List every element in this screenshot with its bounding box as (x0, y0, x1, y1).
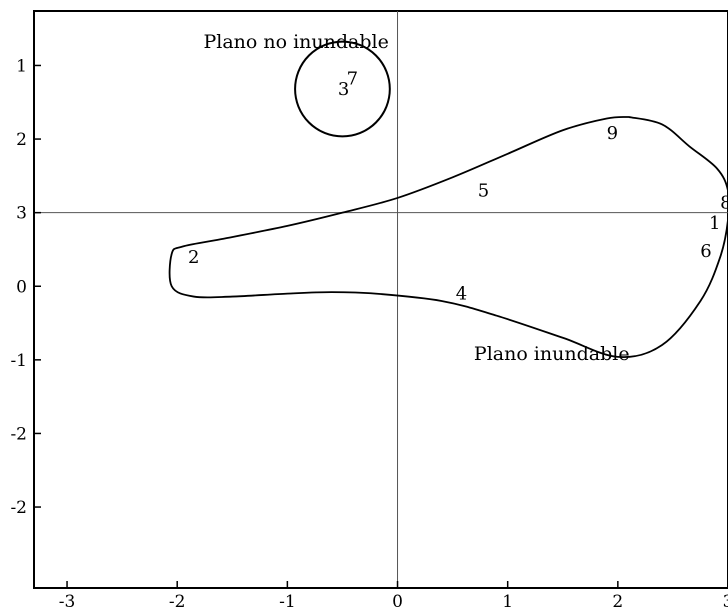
region-label: Plano inundable (474, 343, 630, 365)
point-label: 8 (720, 192, 728, 213)
point-labels: 73 9 5 81 6 2 4 (188, 69, 728, 305)
x-tick-label: -1 (279, 592, 296, 610)
region-outlines (168, 40, 728, 359)
point-label: 4 (456, 284, 467, 305)
point-label: 6 (700, 241, 711, 262)
y-tick-label: -2 (10, 498, 27, 518)
x-tick-label: 0 (392, 592, 403, 610)
x-axis-ticks: -3 -2 -1 0 1 2 3 (59, 581, 728, 610)
y-tick-label: -2 (10, 424, 27, 444)
x-tick-label: -2 (169, 592, 186, 610)
y-tick-label: 3 (16, 204, 27, 224)
point-label: 9 (607, 123, 618, 144)
y-tick-label: -1 (10, 351, 27, 371)
point-label: 2 (188, 247, 199, 268)
point-label: 5 (478, 181, 489, 202)
plot-area-frame (33, 10, 728, 589)
reference-lines (34, 11, 728, 588)
region-curve-outline (168, 116, 728, 359)
x-tick-label: 2 (612, 592, 623, 610)
x-tick-label: 3 (723, 592, 728, 610)
point-label: 1 (709, 213, 720, 234)
y-tick-label: 2 (16, 130, 27, 150)
region-label: Plano no inundable (203, 31, 388, 53)
point-label: 7 (347, 69, 358, 90)
region-circle-outline (294, 40, 391, 138)
y-tick-label: 1 (16, 56, 27, 76)
y-tick-label: 0 (16, 277, 27, 297)
region-labels: Plano no inundable Plano inundable (203, 31, 629, 365)
y-axis-ticks: 1 2 3 0 -1 -2 -2 (10, 56, 41, 518)
point-label: 3 (338, 79, 349, 100)
x-tick-label: -3 (59, 592, 76, 610)
x-tick-label: 1 (502, 592, 513, 610)
